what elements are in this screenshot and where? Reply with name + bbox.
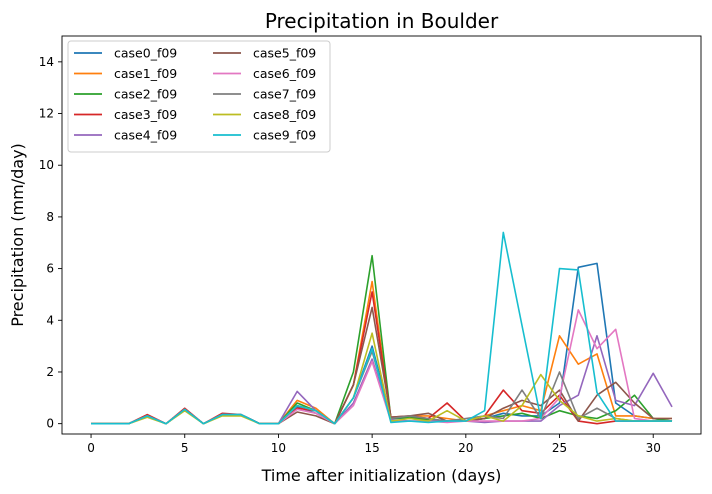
legend-label-case9_f09: case9_f09 xyxy=(253,128,316,143)
legend-label-case8_f09: case8_f09 xyxy=(253,107,316,122)
y-tick-label: 8 xyxy=(46,210,54,224)
chart-title: Precipitation in Boulder xyxy=(265,9,499,33)
x-tick-label: 5 xyxy=(181,441,189,455)
x-tick-label: 15 xyxy=(364,441,379,455)
legend: case0_f09case1_f09case2_f09case3_f09case… xyxy=(67,40,331,153)
y-tick-label: 4 xyxy=(46,313,54,327)
x-tick-label: 0 xyxy=(87,441,95,455)
x-tick-label: 10 xyxy=(271,441,286,455)
x-axis-ticks: 0 5 10 15 20 25 30 xyxy=(87,434,661,455)
legend-label-case1_f09: case1_f09 xyxy=(114,66,177,81)
legend-label-case4_f09: case4_f09 xyxy=(114,128,177,143)
legend-label-case0_f09: case0_f09 xyxy=(114,46,177,61)
axes-frame xyxy=(61,35,702,435)
series-layer xyxy=(91,231,673,425)
y-tick-label: 10 xyxy=(39,158,54,172)
legend-label-case5_f09: case5_f09 xyxy=(253,46,316,61)
legend-label-case6_f09: case6_f09 xyxy=(253,66,316,81)
y-tick-label: 12 xyxy=(39,107,54,121)
y-tick-label: 2 xyxy=(46,365,54,379)
series-line-case9_f09 xyxy=(91,231,672,425)
x-tick-label: 20 xyxy=(458,441,473,455)
x-axis-label: Time after initialization (days) xyxy=(261,466,502,485)
x-tick-label: 30 xyxy=(646,441,661,455)
legend-box xyxy=(67,40,331,153)
y-axis-ticks: 0 2 4 6 8 10 12 14 xyxy=(39,55,62,431)
y-axis-label: Precipitation (mm/day) xyxy=(8,143,27,327)
legend-label-case2_f09: case2_f09 xyxy=(114,87,177,102)
series-line-case8_f09 xyxy=(91,332,672,425)
legend-label-case7_f09: case7_f09 xyxy=(253,87,316,102)
legend-label-case3_f09: case3_f09 xyxy=(114,107,177,122)
x-tick-label: 25 xyxy=(552,441,567,455)
y-tick-label: 0 xyxy=(46,417,54,431)
y-tick-label: 14 xyxy=(39,55,54,69)
y-tick-label: 6 xyxy=(46,262,54,276)
